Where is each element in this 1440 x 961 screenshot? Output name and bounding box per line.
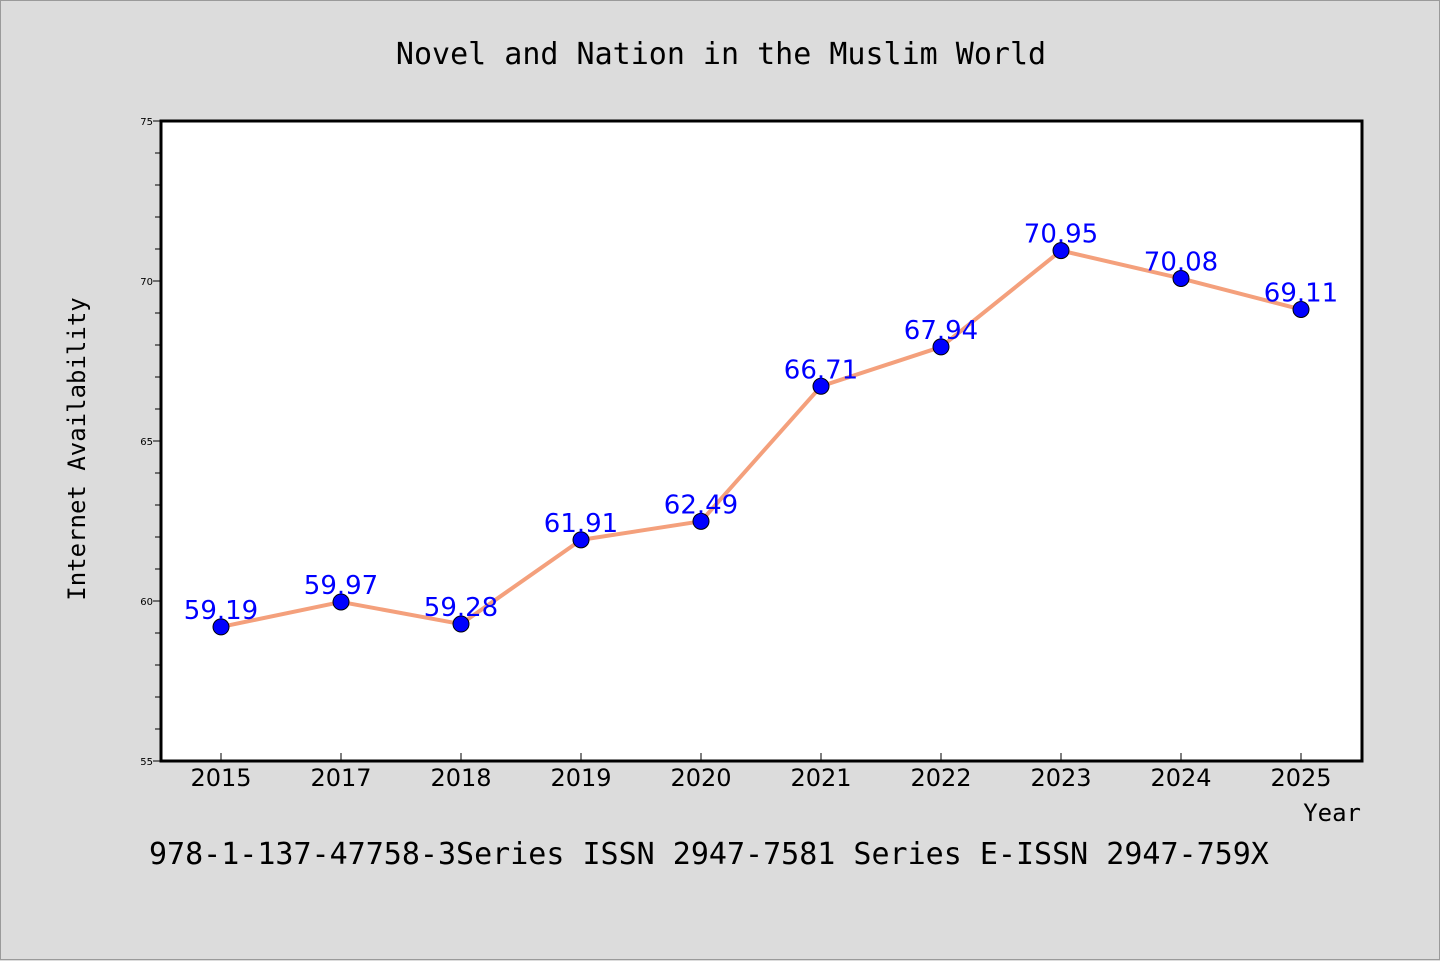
data-label: 59.28 bbox=[424, 593, 498, 623]
y-tick-label: 60 bbox=[140, 597, 153, 608]
data-label: 67.94 bbox=[904, 316, 978, 346]
data-point bbox=[1172, 269, 1190, 287]
footer-identifiers: 978-1-137-47758-3Series ISSN 2947-7581 S… bbox=[149, 837, 1269, 872]
series-line bbox=[220, 248, 1302, 629]
data-label: 70.08 bbox=[1144, 247, 1218, 277]
data-label: 69.11 bbox=[1264, 278, 1338, 308]
data-label: 62.49 bbox=[664, 490, 738, 520]
y-tick-label: 55 bbox=[140, 757, 153, 768]
data-label: 59.97 bbox=[304, 571, 378, 601]
data-point bbox=[212, 618, 230, 636]
chart-title: Novel and Nation in the Muslim World bbox=[396, 37, 1046, 72]
x-tick-label: 2018 bbox=[430, 764, 491, 792]
data-point bbox=[1052, 242, 1070, 260]
y-tick-label: 75 bbox=[140, 117, 153, 128]
data-label: 70.95 bbox=[1024, 220, 1098, 250]
data-point bbox=[572, 531, 590, 549]
data-label: 59.19 bbox=[184, 596, 258, 626]
data-point bbox=[452, 615, 470, 633]
x-tick-label: 2022 bbox=[910, 764, 971, 792]
x-tick-label: 2015 bbox=[190, 764, 251, 792]
x-axis-label: Year bbox=[1303, 799, 1361, 827]
x-tick-label: 2023 bbox=[1030, 764, 1091, 792]
data-point bbox=[1292, 300, 1310, 318]
data-point bbox=[692, 512, 710, 530]
plot-area bbox=[159, 119, 1364, 763]
data-point bbox=[932, 338, 950, 356]
series-group: 59.19 59.97 59.28 61.91 62.49 66.71 67.94 70.95… bbox=[184, 220, 1338, 636]
y-axis-label: Internet Availability bbox=[63, 297, 91, 600]
data-point bbox=[332, 593, 350, 611]
x-tick-label: 2021 bbox=[790, 764, 851, 792]
data-label: 61.91 bbox=[544, 509, 618, 539]
y-axis-ticks: 55 60 65 70 75 bbox=[140, 117, 161, 768]
x-tick-label: 2020 bbox=[670, 764, 731, 792]
y-tick-label: 65 bbox=[140, 437, 153, 448]
x-axis-ticks: 2015 2017 2018 2019 2020 2021 2022 2023 2024 2025 bbox=[190, 753, 1332, 792]
x-tick-label: 2017 bbox=[310, 764, 371, 792]
x-tick-label: 2024 bbox=[1150, 764, 1211, 792]
y-tick-label: 70 bbox=[140, 277, 153, 288]
data-label: 66.71 bbox=[784, 355, 858, 385]
data-point bbox=[812, 377, 830, 395]
x-tick-label: 2019 bbox=[550, 764, 611, 792]
x-tick-label: 2025 bbox=[1270, 764, 1331, 792]
